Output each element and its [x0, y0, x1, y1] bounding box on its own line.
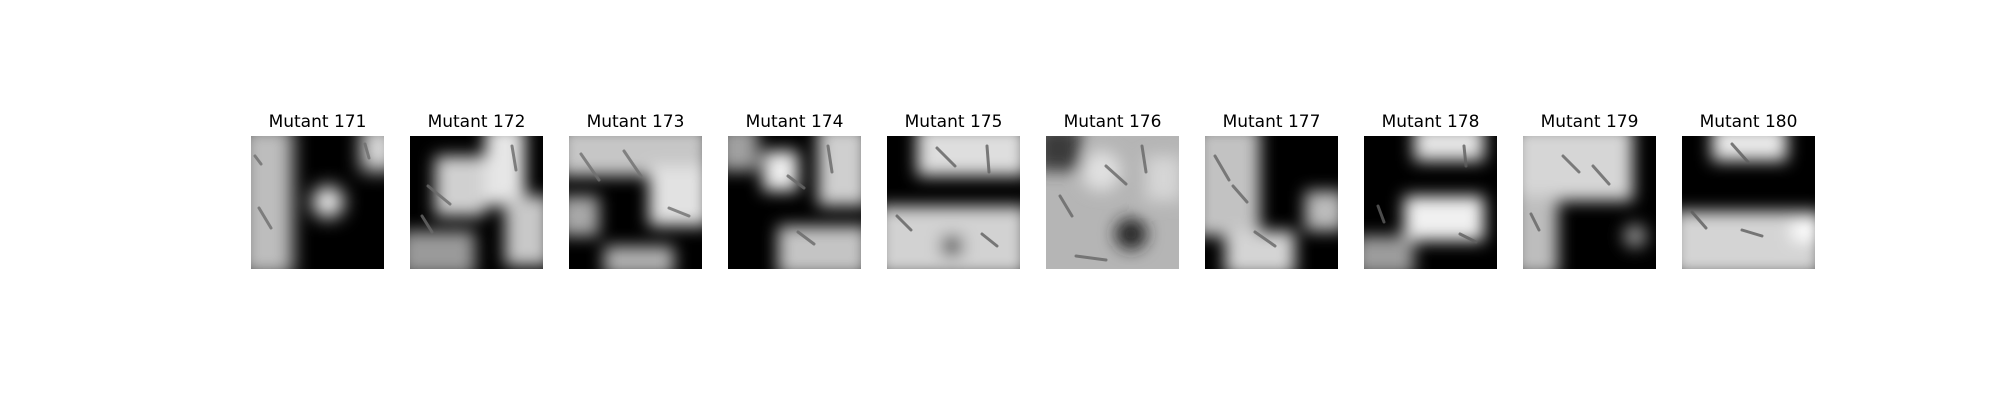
mutant-image	[569, 136, 702, 269]
panel-title: Mutant 180	[1699, 112, 1798, 132]
mutant-image	[1364, 136, 1497, 269]
mutant-image	[1523, 136, 1656, 269]
panel-title: Mutant 176	[1063, 112, 1162, 132]
panel-title: Mutant 178	[1381, 112, 1480, 132]
panel-title: Mutant 173	[586, 112, 685, 132]
mutant-image	[410, 136, 543, 269]
panel-title: Mutant 171	[268, 112, 367, 132]
mutant-image	[251, 136, 384, 269]
panel-title: Mutant 174	[745, 112, 844, 132]
mutant-image	[887, 136, 1020, 269]
mutant-image	[1046, 136, 1179, 269]
mutant-image	[728, 136, 861, 269]
panel-title: Mutant 179	[1540, 112, 1639, 132]
panel-title: Mutant 177	[1222, 112, 1321, 132]
mutant-image	[1682, 136, 1815, 269]
mutant-image	[1205, 136, 1338, 269]
panel-title: Mutant 175	[904, 112, 1003, 132]
panel-title: Mutant 172	[427, 112, 526, 132]
